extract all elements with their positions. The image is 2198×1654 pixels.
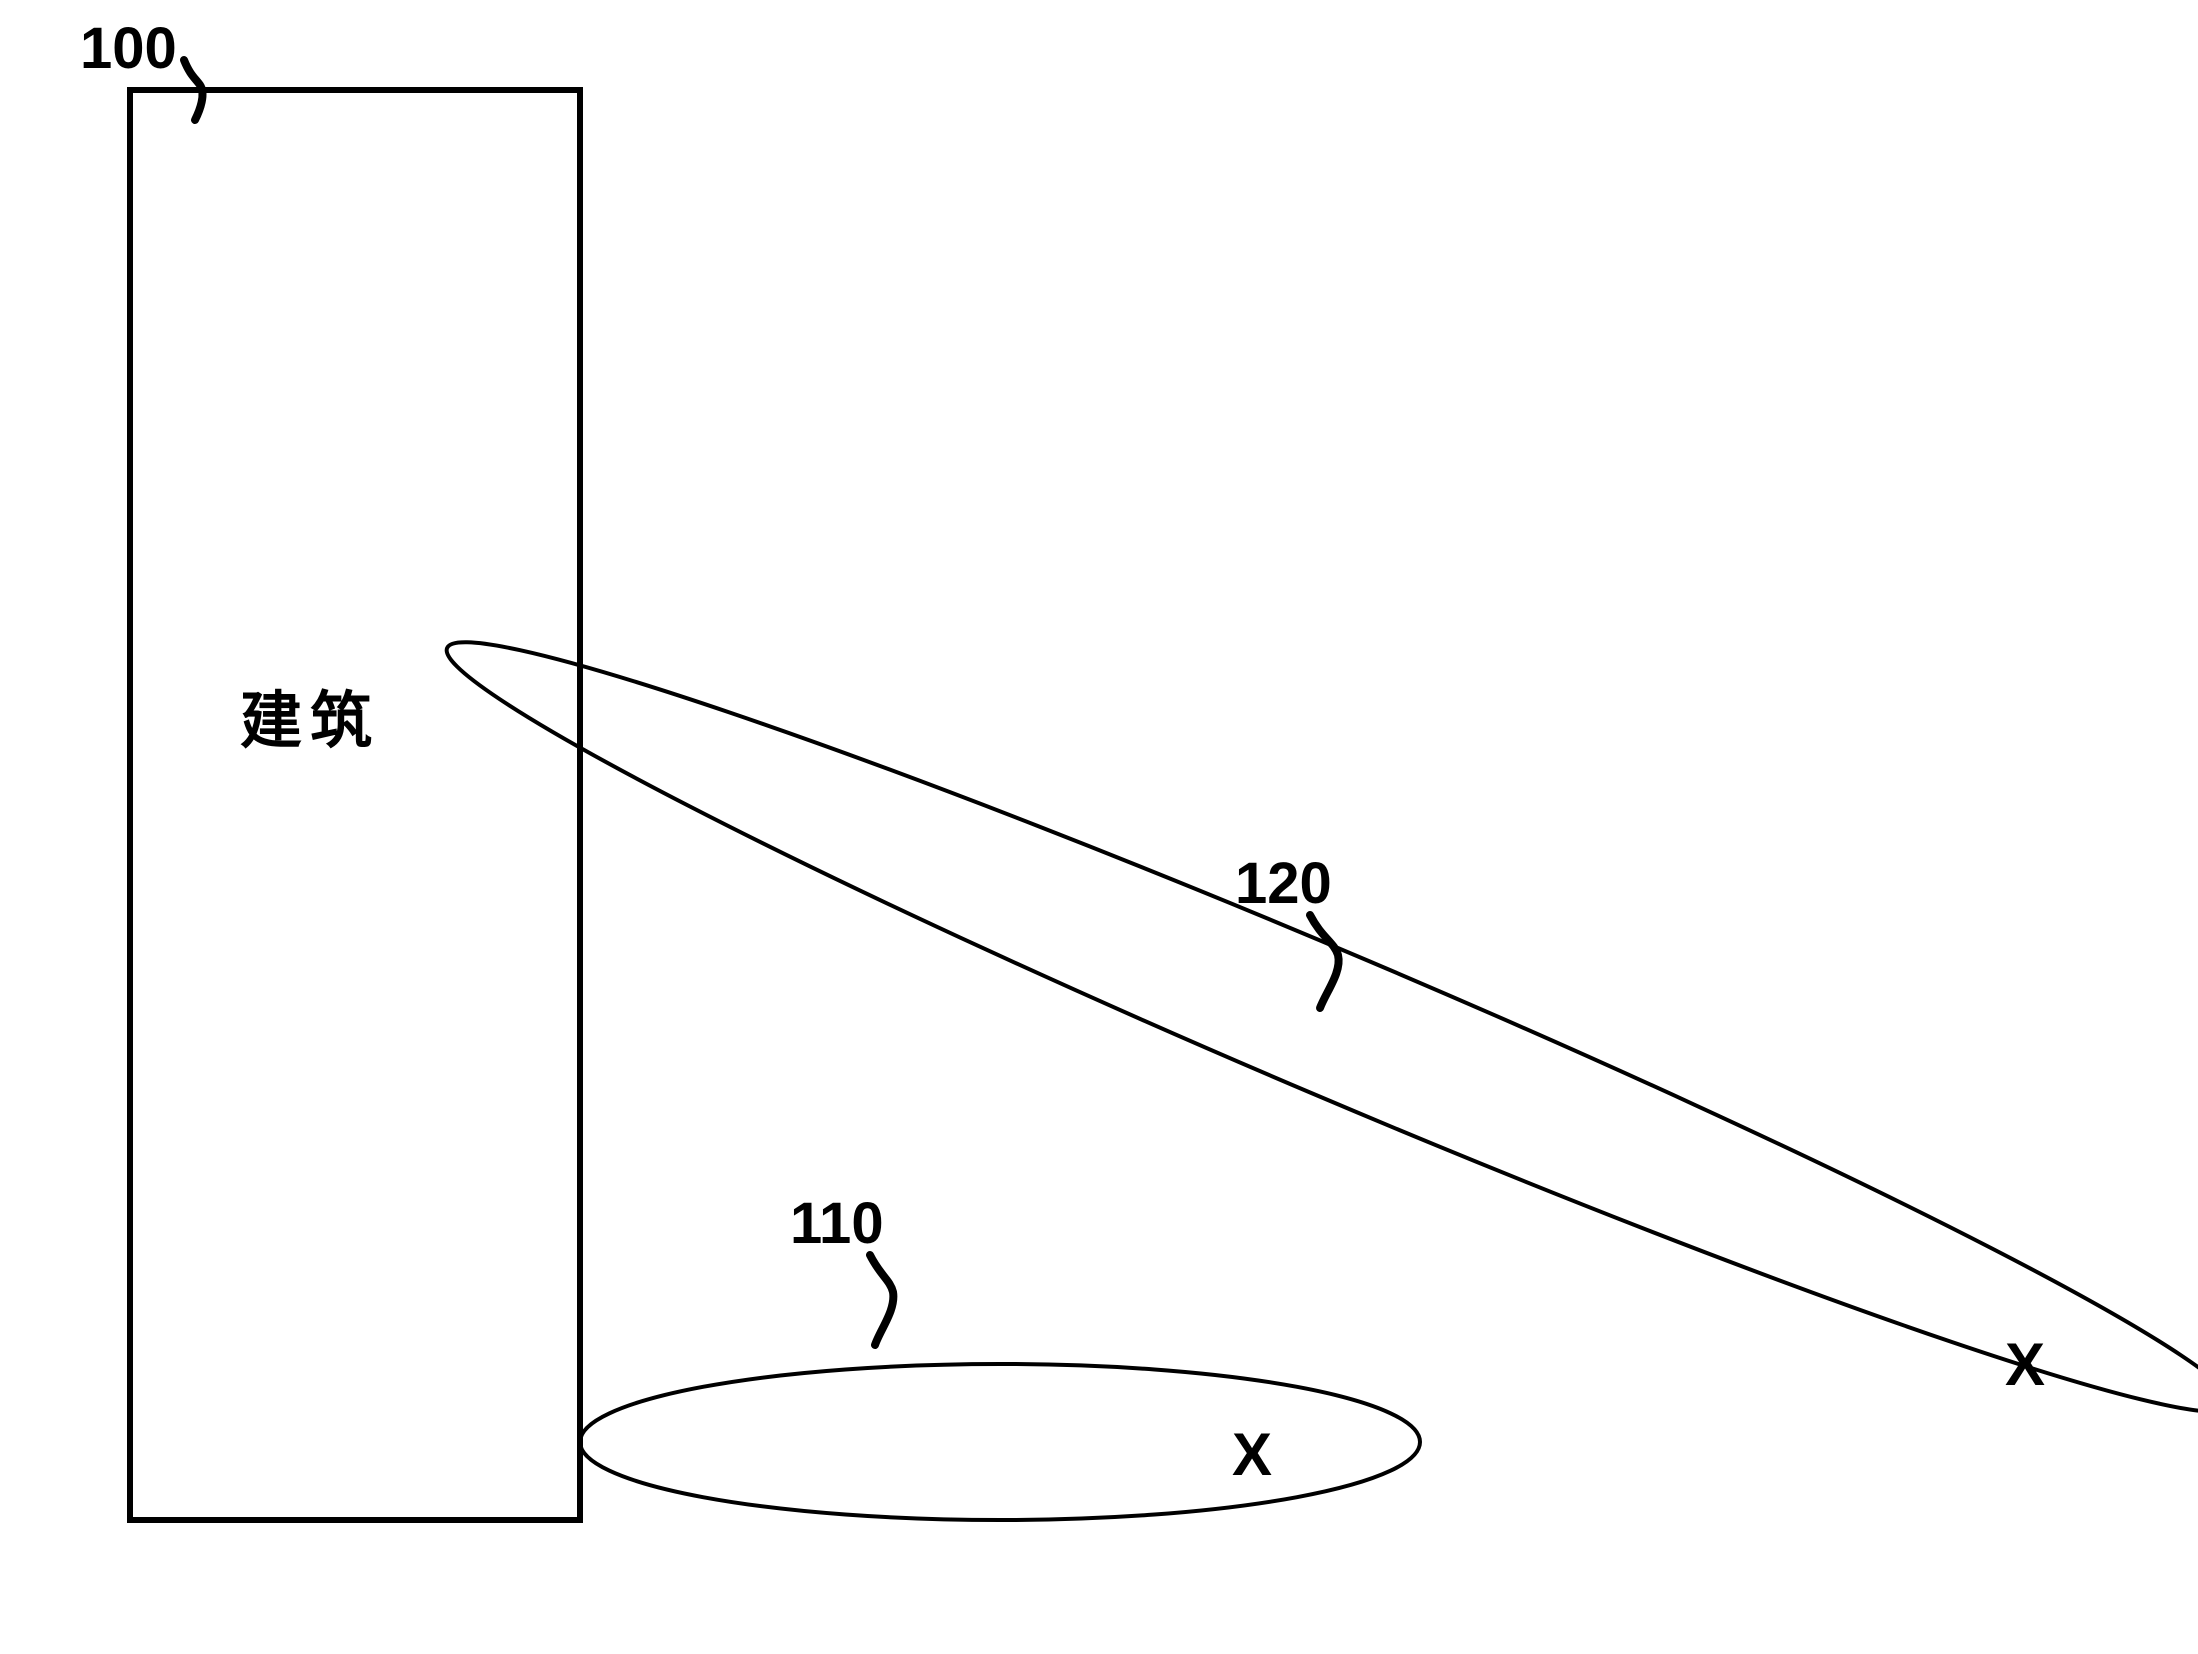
ref-tick-120 [1310, 915, 1339, 1008]
ref-label-100: 100 [80, 15, 177, 82]
diagram-svg [0, 0, 2198, 1649]
ref-label-120: 120 [1235, 850, 1332, 917]
building-label: 建筑 [240, 670, 380, 760]
ref-tick-110 [870, 1255, 893, 1345]
ellipse-110 [580, 1364, 1420, 1520]
technical-diagram: 100 建筑 120 110 X X [0, 0, 2198, 1649]
marker-x-120: X [2005, 1330, 2045, 1399]
ref-label-110: 110 [790, 1190, 884, 1257]
marker-x-110: X [1232, 1420, 1272, 1489]
building-rect [130, 90, 580, 1520]
ellipse-120 [419, 582, 2198, 1473]
